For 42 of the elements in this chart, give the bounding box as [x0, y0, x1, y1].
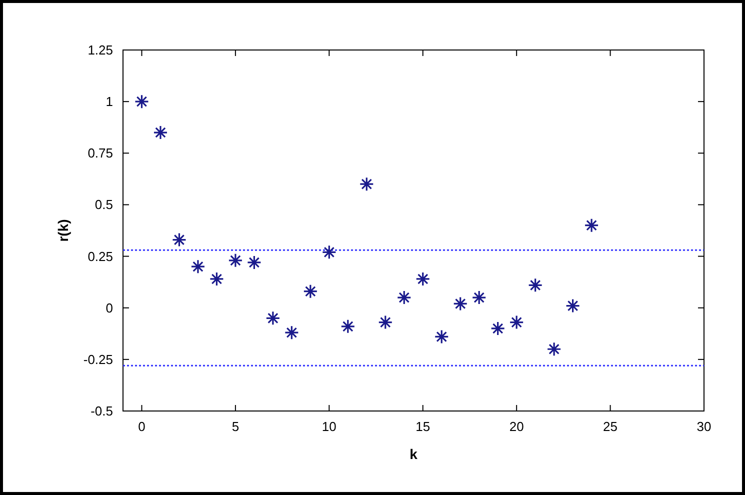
x-tick-label: 25 — [603, 419, 618, 434]
x-axis-title: k — [410, 446, 418, 462]
y-tick-label: -0.5 — [90, 404, 113, 418]
point — [322, 244, 336, 260]
y-tick-label: 0.75 — [88, 146, 113, 161]
x-tick-label: 10 — [322, 419, 336, 434]
point — [134, 94, 150, 109]
x-tick-label: 20 — [509, 419, 524, 434]
point — [566, 298, 580, 314]
point — [209, 272, 224, 286]
point — [416, 272, 430, 286]
point — [303, 284, 318, 299]
x-tick-label: 0 — [138, 419, 146, 434]
point — [528, 278, 543, 292]
point — [340, 319, 356, 334]
x-tick-label: 30 — [696, 419, 712, 434]
y-axis-title: r(k) — [55, 219, 71, 242]
y-tick-label: 0.25 — [88, 248, 113, 264]
y-tick-label: 0.5 — [94, 197, 113, 212]
point — [434, 329, 449, 344]
point — [378, 314, 393, 330]
x-tick-label: 15 — [416, 419, 430, 434]
point — [228, 253, 243, 268]
point — [453, 296, 468, 312]
point — [546, 342, 562, 356]
point — [472, 290, 486, 305]
y-tick-label: 0 — [106, 300, 113, 316]
x-tick-label: 5 — [232, 419, 240, 434]
point — [359, 176, 374, 192]
point — [266, 310, 280, 326]
point — [172, 232, 187, 248]
y-tick-label: 1.25 — [88, 42, 113, 58]
point — [246, 255, 262, 270]
point — [490, 321, 506, 336]
point — [584, 218, 599, 233]
y-tick-label: -0.25 — [83, 352, 113, 367]
y-tick-label: 1 — [106, 94, 113, 110]
point — [509, 314, 524, 330]
point — [284, 325, 299, 340]
point — [190, 259, 206, 274]
point — [153, 125, 168, 140]
point — [396, 290, 412, 305]
